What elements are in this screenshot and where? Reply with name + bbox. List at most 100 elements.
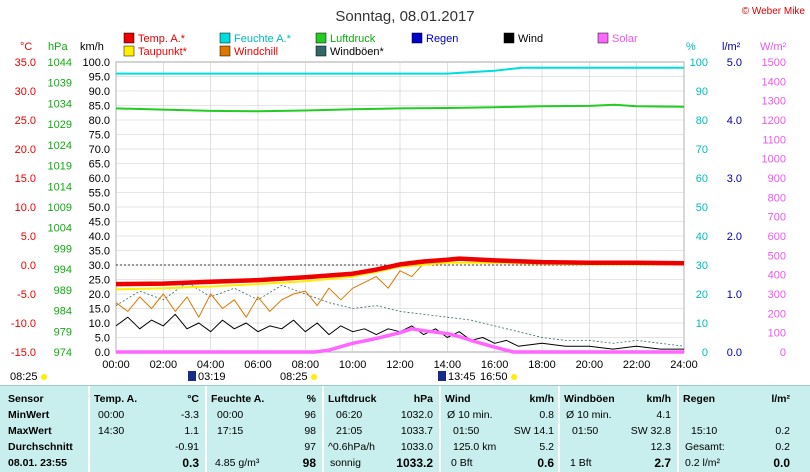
legend-label: Feuchte A.* — [234, 33, 292, 45]
pressure-tick-label: 1034 — [48, 98, 72, 110]
temp-tick-label: 20.0 — [15, 144, 36, 156]
solar-tick-label: 1400 — [762, 76, 786, 88]
legend-swatch — [315, 32, 327, 44]
pressure-tick-label: 989 — [54, 285, 72, 297]
series-line — [116, 327, 684, 354]
rain-tick-label: 4.0 — [727, 115, 742, 127]
pressure-avg: 1033.0 — [400, 441, 433, 453]
pressure-axis-unit: hPa — [48, 41, 68, 53]
rain-unit: l/m² — [771, 393, 790, 405]
humidity-tick-label: 90 — [696, 86, 708, 98]
sun-icon — [511, 374, 517, 380]
legend-swatch — [315, 45, 327, 57]
solar-tick-label: 200 — [768, 308, 786, 320]
legend-label: Windchill — [234, 46, 278, 58]
divider — [322, 386, 324, 472]
divider — [88, 386, 90, 472]
temp-tick-label: 25.0 — [15, 115, 36, 127]
pressure-trend: ^0.6hPa/h — [328, 441, 375, 453]
humidity-column: Feuchte A. % 00:00 96 17:15 98 97 4.85 g… — [207, 386, 322, 472]
rain-tick-label: 1.0 — [727, 289, 742, 301]
wind-tick-label: 95.0 — [89, 72, 110, 84]
x-tick-label: 08:00 — [292, 359, 320, 371]
pressure-tick-label: 999 — [54, 243, 72, 255]
series-line — [115, 313, 684, 350]
pressure-tick-label: 1009 — [48, 202, 72, 214]
weather-chart: Sonntag, 08.01.2017 © Weber Mike Temp. A.*… — [10, 6, 805, 383]
divider — [205, 386, 207, 472]
wind-tick-label: 25.0 — [89, 275, 110, 287]
rain-axis-unit: l/m² — [722, 41, 741, 53]
solar-tick-label: 500 — [768, 250, 786, 262]
legend-label: Regen — [426, 33, 458, 45]
series-line — [116, 66, 684, 75]
pressure-min: 1032.0 — [400, 409, 433, 421]
legend-swatch — [411, 32, 423, 44]
humidity-axis-unit: % — [686, 41, 696, 53]
wind-tick-label: 80.0 — [89, 115, 110, 127]
pressure-min-time: 06:20 — [336, 409, 363, 421]
pressure-unit: hPa — [413, 393, 433, 405]
wind-tick-label: 100.0 — [82, 57, 110, 69]
pressure-tick-label: 1004 — [48, 223, 72, 235]
gusts-header: Windböen — [564, 393, 615, 405]
temp-min: -3.3 — [180, 409, 199, 421]
legend-label: Temp. A.* — [138, 33, 186, 45]
x-tick-label: 20:00 — [576, 359, 604, 371]
series-line — [115, 256, 685, 287]
temp-tick-label: 10.0 — [15, 202, 36, 214]
wind-max-time: 01:50 — [453, 425, 480, 437]
temp-avg: -0.91 — [175, 441, 199, 453]
pressure-header: Luftdruck — [328, 393, 377, 405]
legend-swatch — [123, 45, 135, 57]
gusts-max: SW 32.8 — [630, 425, 671, 437]
rain-total-label: Gesamt: — [685, 441, 725, 453]
statistics-table: Sensor MinWert MaxWert Durchschnitt 08.0… — [0, 385, 810, 472]
rain-total: 0.2 — [775, 441, 790, 453]
temp-max-time: 14:30 — [98, 425, 125, 437]
gusts-bft: 1 Bft — [570, 457, 592, 469]
x-tick-label: 06:00 — [244, 359, 272, 371]
legend-swatch — [503, 32, 515, 44]
weather-state: sonnig — [330, 457, 361, 469]
rain-tick-label: 2.0 — [727, 231, 742, 243]
rain-rate: 0.2 l/m² — [685, 457, 721, 469]
temp-min-time: 00:00 — [98, 409, 125, 421]
rain-tick-label: 5.0 — [727, 57, 742, 69]
humidity-tick-label: 60 — [696, 173, 708, 185]
pressure-tick-label: 974 — [54, 347, 72, 359]
pressure-tick-label: 984 — [54, 306, 72, 318]
wind-tick-label: 35.0 — [89, 246, 110, 258]
x-tick-label: 16:00 — [481, 359, 509, 371]
legend-label: Wind — [518, 33, 543, 45]
series-line — [115, 281, 685, 347]
wind-tick-label: 65.0 — [89, 159, 110, 171]
x-tick-label: 22:00 — [623, 359, 651, 371]
max-label: MaxWert — [8, 425, 52, 437]
solar-tick-label: 100 — [768, 328, 786, 340]
min-label: MinWert — [8, 409, 50, 421]
wind-tick-label: 75.0 — [89, 130, 110, 142]
temp-tick-label: -15.0 — [11, 347, 36, 359]
pressure-tick-label: 1014 — [48, 181, 72, 193]
wind-distance: 125.0 km — [453, 441, 497, 453]
wind-tick-label: 55.0 — [89, 188, 110, 200]
rain-column: Regen l/m² 15:10 0.2 Gesamt: 0.2 0.2 l/m… — [679, 386, 810, 472]
divider — [439, 386, 441, 472]
humidity-min-time: 00:00 — [217, 409, 244, 421]
humidity-min: 96 — [304, 409, 316, 421]
solar-tick-label: 900 — [768, 173, 786, 185]
legend-label: Solar — [612, 33, 638, 45]
gusts-column: Windböen km/h Ø 10 min. 4.1 01:50 SW 32.… — [560, 386, 677, 472]
wind-bft: 0 Bft — [451, 457, 473, 469]
solar-tick-label: 600 — [768, 231, 786, 243]
legend-label: Windböen* — [330, 46, 385, 58]
legend-swatch — [219, 32, 231, 44]
solar-tick-label: 1000 — [762, 154, 786, 166]
series-line — [115, 103, 685, 113]
solar-tick-label: 700 — [768, 212, 786, 224]
temp-tick-label: -5.0 — [17, 289, 36, 301]
temp-tick-label: 5.0 — [21, 231, 36, 243]
humidity-unit: % — [306, 393, 316, 405]
solar-tick-label: 1200 — [762, 115, 786, 127]
